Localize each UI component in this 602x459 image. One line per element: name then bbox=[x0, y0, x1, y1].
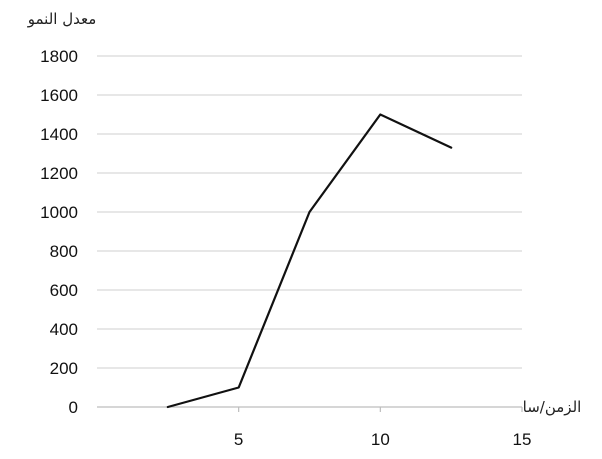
y-tick-label: 1600 bbox=[40, 86, 78, 105]
y-tick-label: 400 bbox=[50, 320, 78, 339]
y-tick-label: 1200 bbox=[40, 164, 78, 183]
series-layer bbox=[166, 113, 453, 409]
y-tick-label: 600 bbox=[50, 281, 78, 300]
x-axis-title: الزمن/سا bbox=[523, 398, 582, 416]
gridlines bbox=[97, 55, 522, 408]
series-line bbox=[166, 113, 453, 409]
y-tick-label: 800 bbox=[50, 242, 78, 261]
y-tick-label: 1400 bbox=[40, 125, 78, 144]
x-tick-label: 10 bbox=[371, 430, 390, 449]
x-tick-label: 5 bbox=[234, 430, 243, 449]
y-tick-label: 0 bbox=[69, 398, 78, 417]
x-tick-label: 15 bbox=[513, 430, 532, 449]
y-axis-ticks: 0 200 400 600 800 1000 1200 1400 1600 1800 bbox=[40, 47, 78, 417]
y-tick-label: 1800 bbox=[40, 47, 78, 66]
y-tick-label: 1000 bbox=[40, 203, 78, 222]
y-axis-title: معدل النمو bbox=[27, 10, 97, 28]
y-tick-label: 200 bbox=[50, 359, 78, 378]
x-axis-ticks: 5 10 15 bbox=[234, 407, 532, 449]
